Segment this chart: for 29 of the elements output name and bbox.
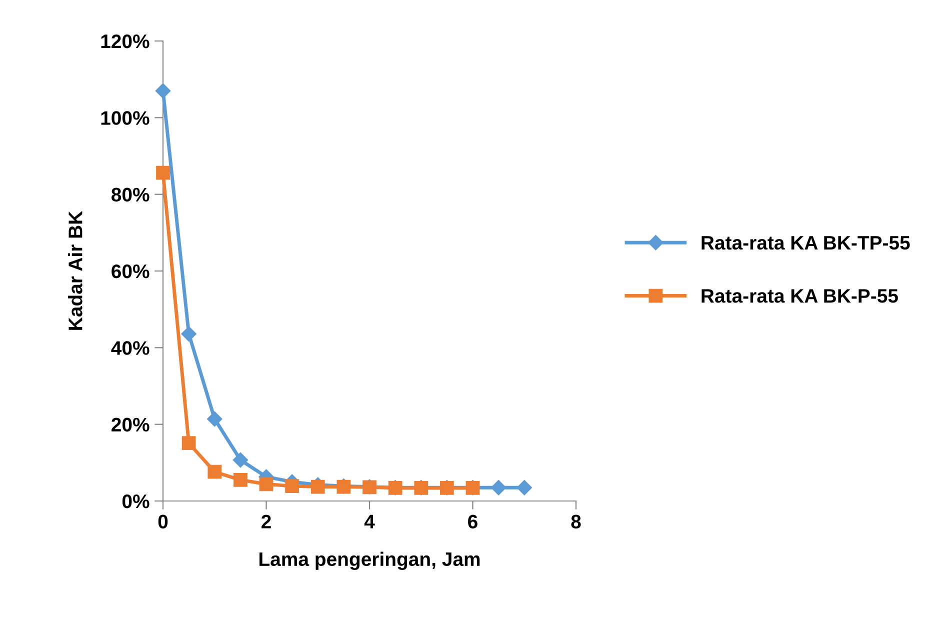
legend-label: Rata-rata KA BK-TP-55 xyxy=(702,236,910,250)
legend-label: Rata-rata KA BK-P-55 xyxy=(702,289,898,303)
point xyxy=(232,452,248,468)
y-tick-label: 80% xyxy=(112,188,150,202)
y-tick-label: 20% xyxy=(112,418,150,432)
x-axis-title: Lama pengeringan, Jam xyxy=(260,552,480,570)
point xyxy=(233,472,248,487)
y-tick-label: 100% xyxy=(101,111,150,125)
point xyxy=(310,480,325,494)
point xyxy=(155,83,171,98)
x-tick-label: 4 xyxy=(364,514,375,528)
point xyxy=(490,480,506,496)
y-tick-label: 0% xyxy=(122,494,150,508)
point xyxy=(207,411,222,427)
y-tick-label: 60% xyxy=(112,264,150,278)
point xyxy=(182,436,196,450)
y-tick-label: 120% xyxy=(101,34,150,48)
x-tick-label: 0 xyxy=(158,514,168,528)
point xyxy=(208,464,222,479)
x-tick-label: 8 xyxy=(571,514,581,528)
point xyxy=(259,477,274,492)
y-axis-title: Kadar Air BK xyxy=(68,211,82,330)
point xyxy=(516,480,532,496)
point xyxy=(285,479,300,493)
y-tick-label: 40% xyxy=(111,341,150,355)
point xyxy=(156,166,170,180)
point xyxy=(181,326,196,342)
x-tick-label: 6 xyxy=(468,514,478,528)
x-tick-label: 2 xyxy=(262,514,271,528)
